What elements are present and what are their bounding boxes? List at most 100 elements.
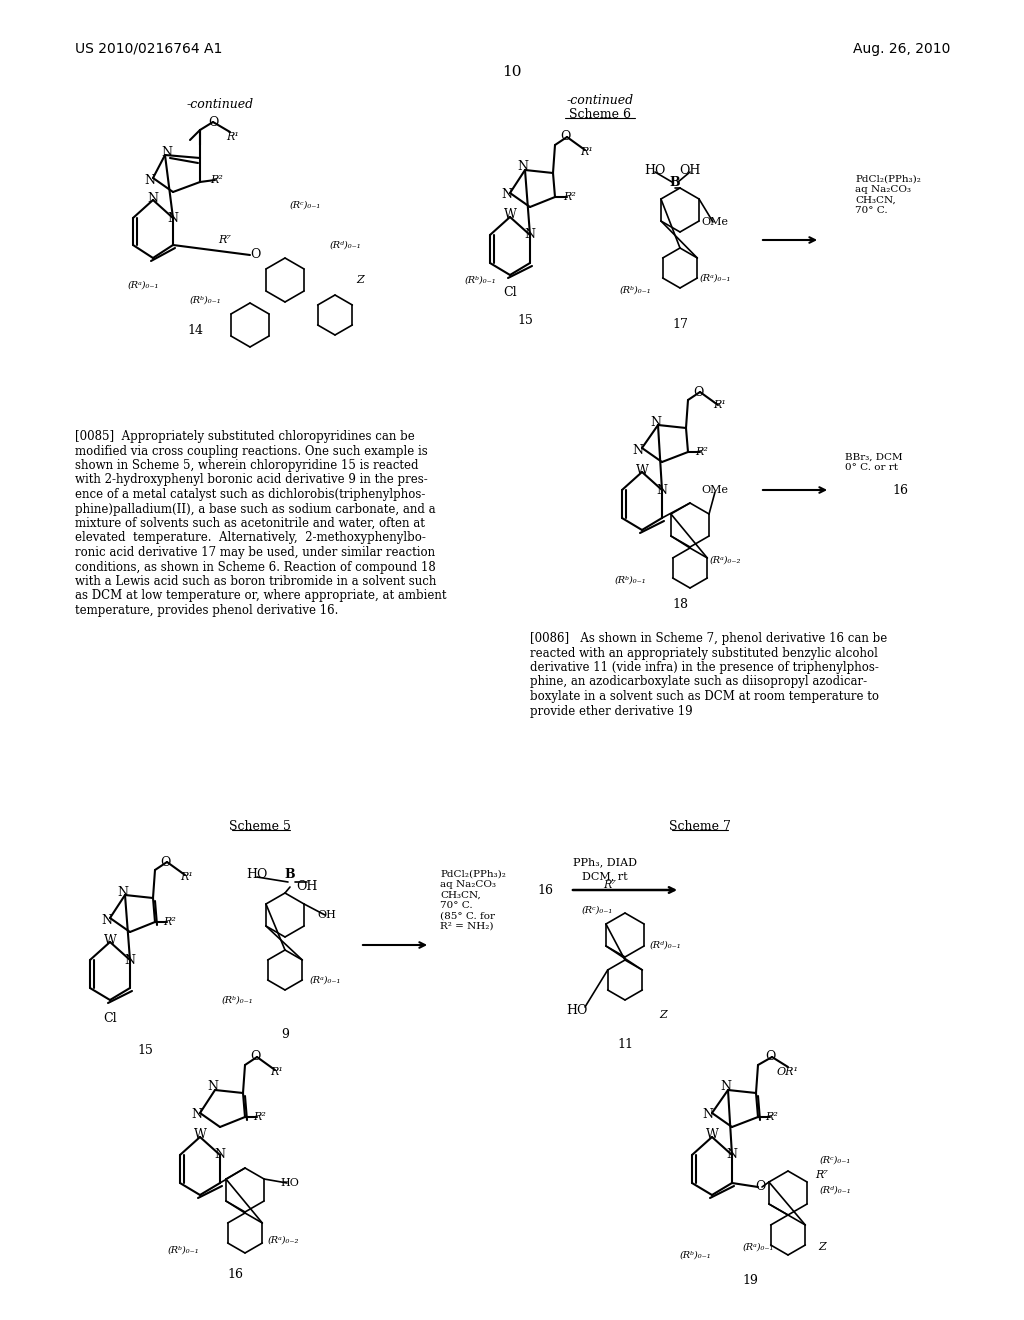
Text: R⁷: R⁷ [815,1170,828,1180]
Text: phine, an azodicarboxylate such as diisopropyl azodicar-: phine, an azodicarboxylate such as diiso… [530,676,867,689]
Text: N: N [191,1109,203,1122]
Text: N: N [702,1109,714,1122]
Text: N: N [125,953,135,966]
Text: N: N [517,161,528,173]
Text: W: W [504,209,516,222]
Text: HO: HO [566,1003,588,1016]
Text: [0085]  Appropriately substituted chloropyridines can be: [0085] Appropriately substituted chlorop… [75,430,415,444]
Text: 11: 11 [617,1039,633,1052]
Text: R²: R² [254,1111,266,1122]
Text: PPh₃, DIAD: PPh₃, DIAD [573,857,637,867]
Text: 9: 9 [281,1028,289,1041]
Text: W: W [194,1129,207,1142]
Text: OMe: OMe [701,484,728,495]
Text: R¹: R¹ [714,400,726,411]
Text: OH: OH [679,164,700,177]
Text: (Rᵃ)₀₋₁: (Rᵃ)₀₋₁ [309,975,341,985]
Text: N: N [118,886,128,899]
Text: PdCl₂(PPh₃)₂
aq Na₂CO₃
CH₃CN,
70° C.: PdCl₂(PPh₃)₂ aq Na₂CO₃ CH₃CN, 70° C. [855,176,921,215]
Text: OH: OH [296,880,317,894]
Text: 17: 17 [672,318,688,331]
Text: O: O [765,1051,775,1064]
Text: R¹: R¹ [180,873,194,882]
Text: (Rᵇ)₀₋₁: (Rᵇ)₀₋₁ [614,576,646,585]
Text: (Rᵇ)₀₋₁: (Rᵇ)₀₋₁ [221,995,253,1005]
Text: provide ether derivative 19: provide ether derivative 19 [530,705,692,718]
Text: N: N [168,211,178,224]
Text: ronic acid derivative 17 may be used, under similar reaction: ronic acid derivative 17 may be used, un… [75,546,435,558]
Text: (Rᵃ)₀₋₁: (Rᵃ)₀₋₁ [742,1242,774,1251]
Text: Z: Z [818,1242,826,1251]
Text: O: O [160,855,170,869]
Text: 16: 16 [892,483,908,496]
Text: N: N [144,173,156,186]
Text: Z: Z [356,275,364,285]
Text: conditions, as shown in Scheme 6. Reaction of compound 18: conditions, as shown in Scheme 6. Reacti… [75,561,436,573]
Text: Cl: Cl [503,286,517,300]
Text: R¹: R¹ [581,147,594,157]
Text: W: W [103,933,117,946]
Text: W: W [706,1129,719,1142]
Text: N: N [524,228,536,242]
Text: with 2-hydroxyphenyl boronic acid derivative 9 in the pres-: with 2-hydroxyphenyl boronic acid deriva… [75,474,428,487]
Text: R²: R² [164,917,176,927]
Text: (Rᶜ)₀₋₁: (Rᶜ)₀₋₁ [819,1155,851,1164]
Text: Cl: Cl [103,1011,117,1024]
Text: Scheme 7: Scheme 7 [669,821,731,833]
Text: derivative 11 (vide infra) in the presence of triphenylphos-: derivative 11 (vide infra) in the presen… [530,661,879,675]
Text: (Rᶜ)₀₋₁: (Rᶜ)₀₋₁ [582,906,612,915]
Text: -continued: -continued [566,94,634,107]
Text: 18: 18 [672,598,688,611]
Text: N: N [101,913,113,927]
Text: O: O [693,385,703,399]
Text: BBr₃, DCM
0° C. or rt: BBr₃, DCM 0° C. or rt [845,453,902,471]
Text: N: N [214,1148,225,1162]
Text: N: N [656,483,668,496]
Text: Scheme 5: Scheme 5 [229,821,291,833]
Text: O: O [250,248,260,261]
Text: N: N [502,189,512,202]
Text: (Rᵈ)₀₋₁: (Rᵈ)₀₋₁ [819,1185,851,1195]
Text: R⁷: R⁷ [603,880,616,890]
Text: N: N [147,191,159,205]
Text: OH: OH [317,909,337,920]
Text: R¹: R¹ [226,132,240,143]
Text: N: N [726,1148,737,1162]
Text: 19: 19 [742,1274,758,1287]
Text: phine)palladium(II), a base such as sodium carbonate, and a: phine)palladium(II), a base such as sodi… [75,503,435,516]
Text: modified via cross coupling reactions. One such example is: modified via cross coupling reactions. O… [75,445,428,458]
Text: HO: HO [281,1177,299,1188]
Text: N: N [208,1081,218,1093]
Text: (Rᵇ)₀₋₁: (Rᵇ)₀₋₁ [167,1246,199,1254]
Text: N: N [162,145,172,158]
Text: elevated  temperature.  Alternatively,  2-methoxyphenylbo-: elevated temperature. Alternatively, 2-m… [75,532,426,544]
Text: R²: R² [695,447,709,457]
Text: HO: HO [644,164,666,177]
Text: O: O [250,1051,260,1064]
Text: OR¹: OR¹ [777,1067,799,1077]
Text: (Rᶜ)₀₋₁: (Rᶜ)₀₋₁ [290,201,321,210]
Text: O: O [560,131,570,144]
Text: Scheme 6: Scheme 6 [569,108,631,121]
Text: O: O [755,1180,765,1193]
Text: 16: 16 [227,1269,243,1282]
Text: OMe: OMe [701,216,728,227]
Text: 16: 16 [537,883,553,896]
Text: reacted with an appropriately substituted benzylic alcohol: reacted with an appropriately substitute… [530,647,878,660]
Text: (Rᵃ)₀₋₂: (Rᵃ)₀₋₂ [267,1236,299,1245]
Text: (Rᵈ)₀₋₁: (Rᵈ)₀₋₁ [329,240,360,249]
Text: ence of a metal catalyst such as dichlorobis(triphenylphos-: ence of a metal catalyst such as dichlor… [75,488,425,502]
Text: Z: Z [659,1010,667,1020]
Text: boxylate in a solvent such as DCM at room temperature to: boxylate in a solvent such as DCM at roo… [530,690,879,704]
Text: [0086]   As shown in Scheme 7, phenol derivative 16 can be: [0086] As shown in Scheme 7, phenol deri… [530,632,887,645]
Text: O: O [208,116,218,128]
Text: N: N [633,444,643,457]
Text: R⁷: R⁷ [218,235,231,246]
Text: R²: R² [766,1111,778,1122]
Text: temperature, provides phenol derivative 16.: temperature, provides phenol derivative … [75,605,338,616]
Text: R²: R² [211,176,223,185]
Text: US 2010/0216764 A1: US 2010/0216764 A1 [75,42,222,55]
Text: (Rᵃ)₀₋₁: (Rᵃ)₀₋₁ [699,273,731,282]
Text: 14: 14 [187,323,203,337]
Text: 10: 10 [502,65,522,79]
